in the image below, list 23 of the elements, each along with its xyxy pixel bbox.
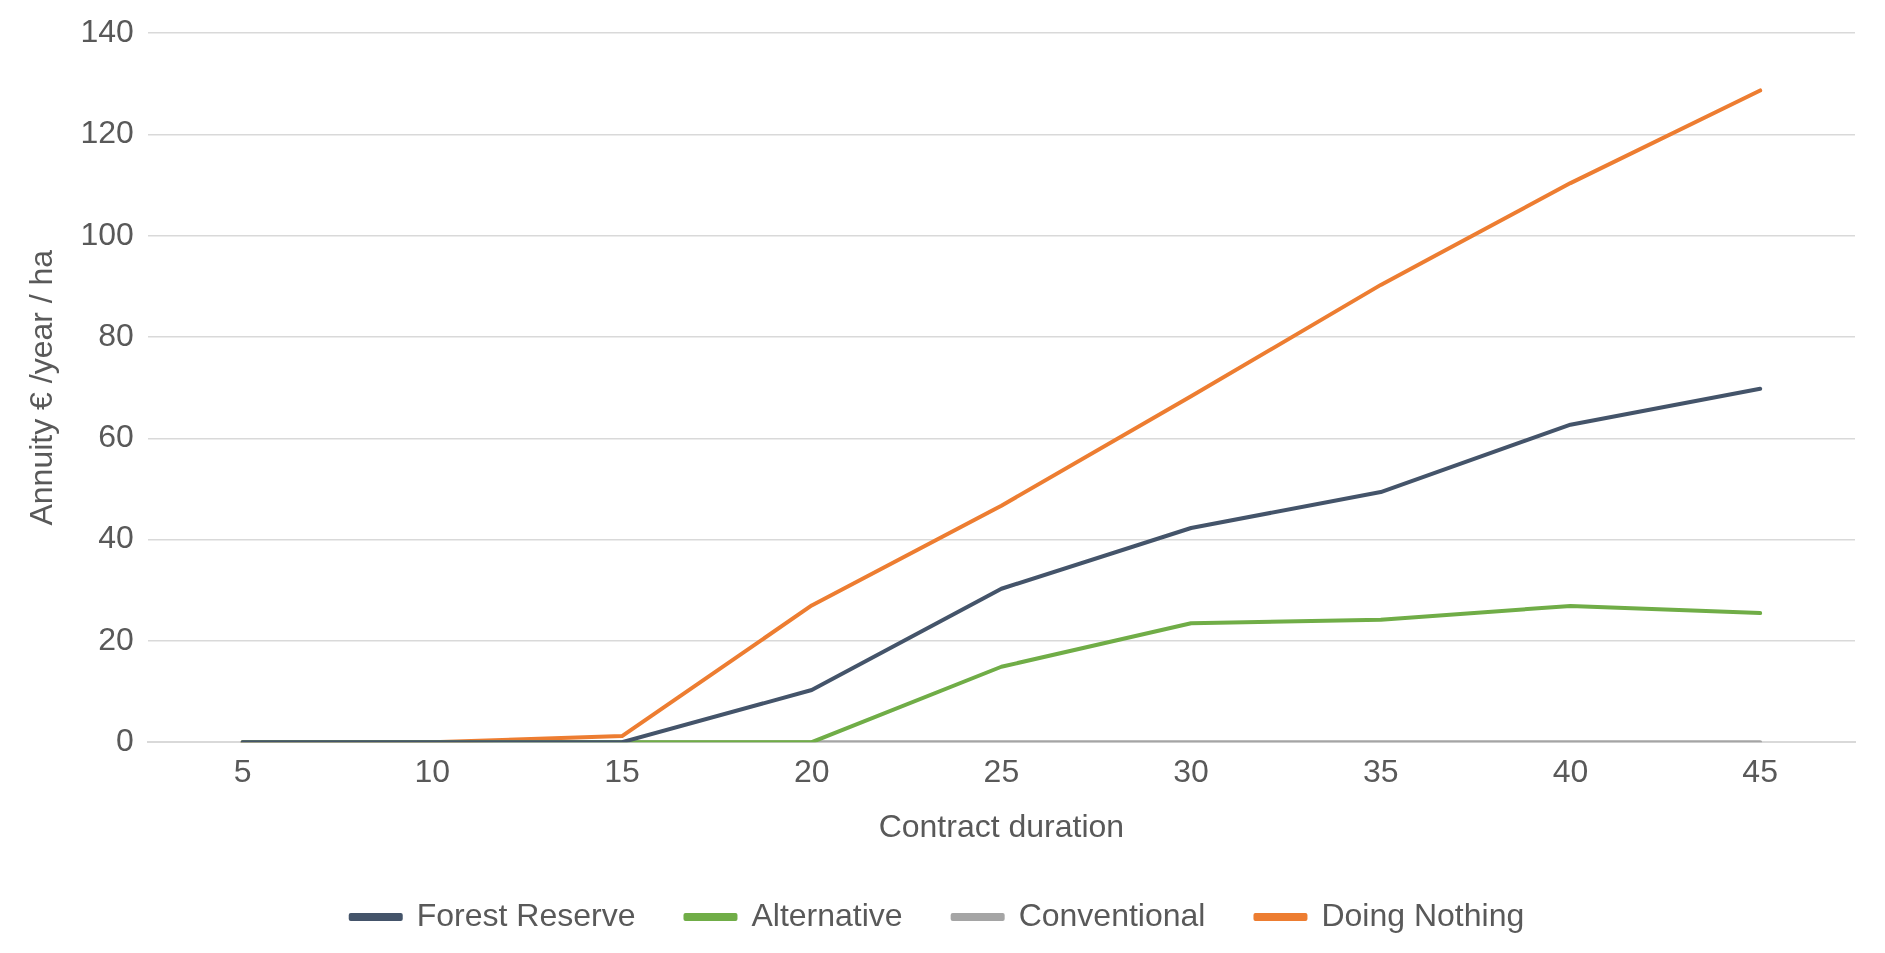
x-tick-label: 35 — [1362, 753, 1399, 790]
y-tick-label: 40 — [98, 519, 134, 556]
legend-label: Doing Nothing — [1321, 896, 1525, 933]
y-tick-label: 0 — [115, 722, 134, 759]
y-tick-label: 60 — [98, 418, 134, 455]
x-tick-label: 30 — [1173, 753, 1209, 790]
x-tick-label: 15 — [604, 753, 640, 790]
x-tick-label: 10 — [414, 753, 451, 790]
legend-label: Alternative — [751, 896, 903, 933]
x-axis-title: Contract duration — [878, 807, 1125, 844]
legend-label: Conventional — [1018, 896, 1206, 933]
x-tick-label: 45 — [1742, 753, 1778, 790]
y-tick-label: 140 — [80, 13, 134, 50]
x-tick-label: 40 — [1552, 753, 1589, 790]
y-tick-label: 120 — [80, 114, 134, 151]
y-tick-label: 20 — [98, 620, 134, 657]
x-tick-label: 5 — [233, 753, 252, 790]
y-tick-label: 80 — [98, 316, 134, 353]
legend-label: Forest Reserve — [416, 896, 636, 933]
y-tick-label: 100 — [80, 215, 134, 252]
x-tick-label: 25 — [983, 753, 1020, 790]
x-tick-label: 20 — [793, 753, 830, 790]
y-axis-title: Annuity € /year / ha — [23, 249, 60, 526]
